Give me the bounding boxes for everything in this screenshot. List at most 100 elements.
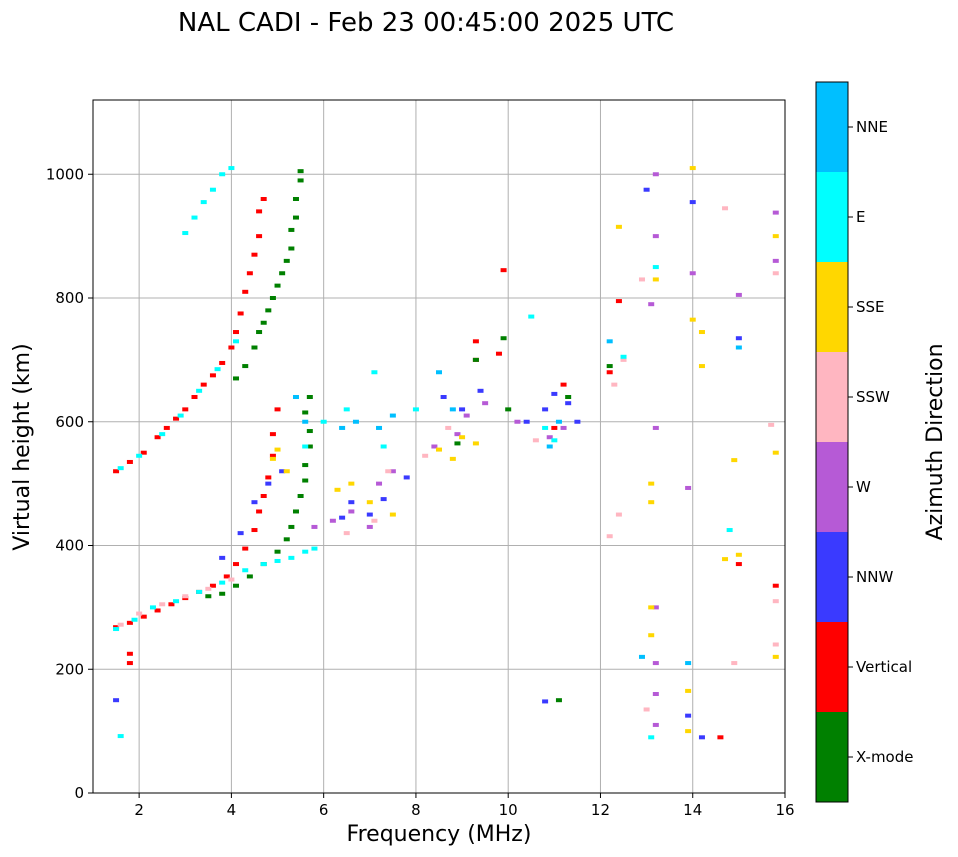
y-tick-label: 200 bbox=[55, 660, 84, 678]
echo-point-sse bbox=[652, 277, 659, 282]
echo-point-x-mode bbox=[288, 227, 295, 232]
colorbar-tick-label: NNE bbox=[856, 118, 888, 136]
echo-point-vertical bbox=[260, 197, 267, 201]
echo-point-x-mode bbox=[297, 169, 304, 174]
y-tick-label: 600 bbox=[55, 413, 84, 431]
echo-point-e bbox=[302, 549, 309, 554]
echo-point-e bbox=[228, 166, 235, 171]
echo-point-x-mode bbox=[292, 215, 299, 220]
echo-point-x-mode bbox=[292, 509, 299, 514]
echo-point-sse bbox=[772, 654, 779, 659]
echo-point-ssw bbox=[638, 277, 645, 282]
echo-point-e bbox=[551, 438, 558, 443]
data-points bbox=[113, 166, 779, 740]
echo-point-sse bbox=[389, 512, 396, 517]
echo-point-nne bbox=[376, 425, 383, 430]
echo-point-sse bbox=[698, 364, 705, 369]
echo-point-w bbox=[366, 524, 373, 529]
colorbar-tick-label: E bbox=[856, 208, 865, 226]
echo-point-e bbox=[113, 627, 120, 632]
echo-point-vertical bbox=[256, 234, 263, 239]
echo-point-nne bbox=[638, 654, 645, 659]
echo-point-sse bbox=[459, 435, 466, 440]
echo-point-sse bbox=[735, 552, 742, 557]
echo-point-nnw bbox=[643, 187, 650, 192]
echo-point-x-mode bbox=[454, 441, 461, 446]
echo-point-e bbox=[196, 589, 203, 594]
echo-point-vertical bbox=[233, 562, 240, 567]
colorbar-tick-label: SSE bbox=[856, 298, 885, 316]
echo-point-e bbox=[117, 466, 124, 471]
echo-point-sse bbox=[269, 456, 276, 461]
echo-point-ssw bbox=[731, 661, 738, 666]
echo-point-vertical bbox=[269, 453, 276, 458]
echo-point-sse bbox=[772, 234, 779, 239]
echo-point-e bbox=[648, 735, 655, 740]
echo-point-nnw bbox=[339, 515, 346, 520]
echo-point-ssw bbox=[182, 594, 189, 599]
echo-point-w bbox=[376, 481, 383, 486]
echo-point-x-mode bbox=[274, 283, 281, 288]
echo-point-e bbox=[542, 425, 549, 430]
echo-point-nnw bbox=[735, 336, 742, 341]
echo-point-w bbox=[348, 509, 355, 514]
echo-point-nnw bbox=[348, 500, 355, 505]
echo-point-vertical bbox=[168, 602, 175, 607]
echo-point-sse bbox=[366, 500, 373, 505]
echo-point-vertical bbox=[219, 360, 226, 365]
echo-point-nnw bbox=[523, 419, 530, 424]
echo-point-w bbox=[652, 425, 659, 430]
echo-point-nnw bbox=[689, 200, 696, 205]
echo-point-e bbox=[288, 555, 295, 560]
y-tick-label: 1000 bbox=[46, 165, 84, 183]
echo-point-x-mode bbox=[288, 524, 295, 529]
colorbar-segment bbox=[816, 172, 848, 262]
echo-point-sse bbox=[274, 447, 281, 452]
colorbar-segment bbox=[816, 262, 848, 352]
echo-point-x-mode bbox=[306, 444, 313, 449]
echo-point-vertical bbox=[182, 407, 189, 412]
echo-point-w bbox=[735, 292, 742, 297]
echo-point-w bbox=[560, 425, 567, 430]
echo-point-e bbox=[233, 339, 240, 344]
echo-point-nne bbox=[302, 419, 309, 424]
echo-point-e bbox=[219, 580, 226, 585]
echo-point-w bbox=[389, 469, 396, 474]
x-axis-ticks: 2 4 6 8 10 12 14 16 bbox=[134, 793, 795, 819]
echo-point-vertical bbox=[269, 432, 276, 437]
echo-point-nne bbox=[292, 395, 299, 399]
echo-point-nnw bbox=[551, 391, 558, 396]
echo-point-w bbox=[689, 271, 696, 276]
echo-point-w bbox=[652, 722, 659, 727]
echo-point-e bbox=[131, 617, 138, 622]
y-tick-label: 800 bbox=[55, 289, 84, 307]
echo-point-sse bbox=[348, 481, 355, 486]
echo-point-w bbox=[454, 432, 461, 437]
echo-point-nne bbox=[339, 425, 346, 430]
echo-point-ssw bbox=[772, 271, 779, 276]
echo-point-vertical bbox=[113, 469, 120, 474]
echo-point-ssw bbox=[445, 425, 452, 430]
echo-point-vertical bbox=[209, 583, 216, 588]
echo-point-e bbox=[380, 444, 387, 449]
echo-point-ssw bbox=[620, 357, 627, 362]
echo-point-sse bbox=[689, 317, 696, 322]
echo-point-ssw bbox=[136, 611, 143, 616]
x-tick-label: 6 bbox=[319, 801, 329, 819]
echo-point-x-mode bbox=[233, 376, 240, 381]
echo-point-nnw bbox=[698, 735, 705, 740]
echo-point-x-mode bbox=[260, 320, 267, 325]
x-tick-label: 2 bbox=[134, 801, 144, 819]
echo-point-vertical bbox=[228, 345, 235, 350]
echo-point-vertical bbox=[242, 289, 249, 294]
echo-point-vertical bbox=[274, 407, 281, 412]
plot-area: 2 4 6 8 10 12 14 16 0 200 400 600 800 1000 bbox=[46, 99, 795, 819]
colorbar-frame bbox=[815, 81, 849, 803]
echo-point-vertical bbox=[265, 475, 272, 480]
echo-point-e bbox=[159, 432, 166, 437]
echo-point-nnw bbox=[113, 698, 120, 703]
echo-point-x-mode bbox=[251, 345, 258, 350]
echo-point-vertical bbox=[735, 562, 742, 567]
echo-point-e bbox=[274, 558, 281, 563]
